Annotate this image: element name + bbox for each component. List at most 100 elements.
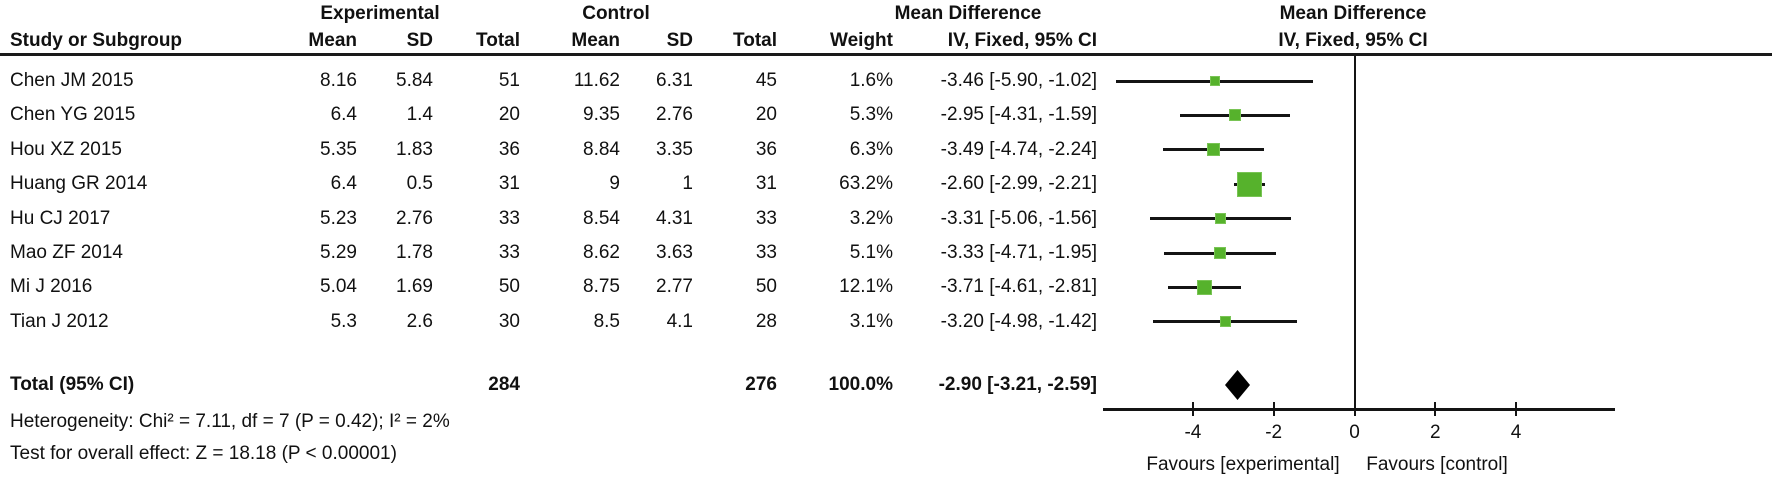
cell-ctrl-sd: 2.77: [656, 276, 693, 298]
study-row: Tian J 2012 5.3 2.6 30 8.5 4.1 28 3.1% -3.20 [-4…: [10, 311, 1097, 333]
col-weight: Weight: [830, 30, 893, 51]
cell-exp-total: 33: [498, 242, 520, 263]
cell-name: Chen YG 2015: [10, 104, 136, 126]
effect-square: [1197, 279, 1213, 295]
axis-tick: [1353, 402, 1356, 416]
header-rule: [0, 53, 1772, 56]
cell-exp-total: 33: [498, 207, 520, 229]
favours-control-label: Favours [control]: [1366, 454, 1508, 475]
col-ctrl-total: Total: [733, 30, 777, 51]
heterogeneity-text: Heterogeneity: Chi² = 7.11, df = 7 (P = …: [10, 411, 450, 432]
study-row: Chen JM 2015 8.16 5.84 51 11.62 6.31 45 1.6% -3.…: [10, 70, 1097, 92]
cell-ctrl-total: 50: [755, 276, 777, 298]
effect-square: [1215, 213, 1227, 225]
cell-name: Mao ZF 2014: [10, 242, 123, 263]
effect-square: [1207, 143, 1220, 157]
axis-tick-label: 2: [1430, 422, 1441, 443]
mean-difference-plot-header: Mean Difference: [1279, 3, 1427, 24]
cell-ctrl-mean: 8.62: [583, 242, 620, 263]
cell-exp-mean: 8.16: [320, 70, 357, 91]
col-ctrl-sd: SD: [666, 30, 693, 51]
study-row: Mi J 2016 5.04 1.69 50 8.75 2.77 50 12.1% -3.71 …: [10, 276, 1097, 298]
cell-ctrl-sd: 1: [682, 173, 693, 195]
cell-ctrl-total: 33: [755, 207, 777, 229]
cell-exp-mean: 5.3: [330, 310, 357, 332]
cell-exp-mean: 5.04: [320, 276, 357, 298]
cell-exp-sd: 1.83: [396, 138, 433, 160]
cell-exp-sd: 0.5: [406, 173, 433, 195]
cell-exp-sd: 2.6: [406, 310, 433, 332]
cell-ci-text: -3.20 [-4.98, -1.42]: [940, 310, 1097, 332]
study-row: Hou XZ 2015 5.35 1.83 36 8.84 3.35 36 6.3% -3.49…: [10, 139, 1097, 161]
cell-exp-total: 31: [498, 173, 520, 195]
total-ctrl-total: 276: [745, 374, 777, 395]
cell-ctrl-sd: 4.1: [666, 310, 693, 332]
cell-ci-text: -3.71 [-4.61, -2.81]: [940, 276, 1097, 298]
axis-tick-label: 0: [1349, 422, 1360, 443]
cell-ctrl-total: 28: [755, 310, 777, 332]
cell-exp-mean: 6.4: [330, 173, 357, 195]
cell-ctrl-sd: 6.31: [656, 70, 693, 91]
axis-tick-label: -4: [1184, 422, 1202, 443]
cell-ctrl-total: 36: [755, 138, 777, 160]
cell-ci-text: -2.95 [-4.31, -1.59]: [940, 104, 1097, 126]
cell-ci-text: -3.49 [-4.74, -2.24]: [940, 138, 1097, 160]
cell-ctrl-mean: 9.35: [583, 104, 620, 126]
cell-exp-sd: 1.78: [396, 242, 433, 263]
cell-exp-sd: 5.84: [396, 70, 433, 91]
cell-exp-mean: 5.29: [320, 242, 357, 263]
cell-exp-total: 30: [498, 310, 520, 332]
cell-name: Huang GR 2014: [10, 173, 148, 195]
cell-ctrl-total: 33: [755, 242, 777, 263]
col-exp-total: Total: [476, 30, 520, 51]
axis-tick: [1515, 402, 1518, 416]
cell-ctrl-sd: 3.63: [656, 242, 693, 263]
favours-experimental-label: Favours [experimental]: [1146, 454, 1340, 475]
mean-difference-table-header: Mean Difference: [894, 3, 1042, 24]
cell-weight: 5.1%: [849, 242, 893, 263]
overall-effect-text: Test for overall effect: Z = 18.18 (P < …: [10, 443, 397, 464]
cell-weight: 1.6%: [849, 70, 893, 91]
effect-square: [1229, 109, 1242, 122]
cell-exp-sd: 2.76: [396, 207, 433, 229]
cell-name: Mi J 2016: [10, 276, 93, 298]
cell-weight: 63.2%: [839, 173, 893, 195]
zero-reference-line: [1354, 56, 1356, 410]
col-study-or-subgroup: Study or Subgroup: [10, 30, 183, 51]
cell-ctrl-total: 20: [755, 104, 777, 126]
cell-ctrl-sd: 2.76: [656, 104, 693, 126]
table-column-headers: Study or Subgroup Mean SD Total Mean SD …: [10, 30, 1097, 53]
cell-ctrl-mean: 9: [609, 173, 620, 195]
axis-tick: [1191, 402, 1194, 416]
iv-fixed-plot-header: IV, Fixed, 95% CI: [1278, 30, 1428, 51]
effect-square: [1236, 171, 1262, 197]
cell-ci-text: -2.60 [-2.99, -2.21]: [940, 173, 1097, 195]
cell-name: Hou XZ 2015: [10, 138, 122, 160]
total-ci-text: -2.90 [-3.21, -2.59]: [938, 374, 1097, 395]
effect-square: [1219, 316, 1231, 328]
control-group-header: Control: [582, 3, 650, 24]
study-row: Hu CJ 2017 5.23 2.76 33 8.54 4.31 33 3.2% -3.31 …: [10, 208, 1097, 230]
cell-ci-text: -3.46 [-5.90, -1.02]: [940, 70, 1097, 91]
cell-exp-total: 20: [498, 104, 520, 126]
col-exp-mean: Mean: [308, 30, 357, 51]
axis-tick: [1434, 402, 1437, 416]
col-exp-sd: SD: [406, 30, 433, 51]
cell-exp-total: 36: [498, 138, 520, 160]
cell-ctrl-mean: 8.54: [583, 207, 620, 229]
cell-ci-text: -3.33 [-4.71, -1.95]: [940, 242, 1097, 263]
cell-exp-mean: 5.23: [320, 207, 357, 229]
summary-diamond: [1224, 370, 1250, 400]
cell-ctrl-mean: 8.5: [593, 310, 620, 332]
cell-exp-mean: 5.35: [320, 138, 357, 160]
effect-square: [1213, 247, 1226, 259]
cell-weight: 5.3%: [849, 104, 893, 126]
cell-exp-total: 51: [498, 70, 520, 91]
cell-ctrl-sd: 3.35: [656, 138, 693, 160]
total-weight: 100.0%: [828, 374, 893, 395]
study-row: Mao ZF 2014 5.29 1.78 33 8.62 3.63 33 5.1% -3.33…: [10, 242, 1097, 264]
cell-ctrl-total: 45: [755, 70, 777, 91]
axis-tick-label: -2: [1265, 422, 1283, 443]
cell-weight: 12.1%: [839, 276, 893, 298]
total-label: Total (95% CI): [10, 374, 135, 395]
